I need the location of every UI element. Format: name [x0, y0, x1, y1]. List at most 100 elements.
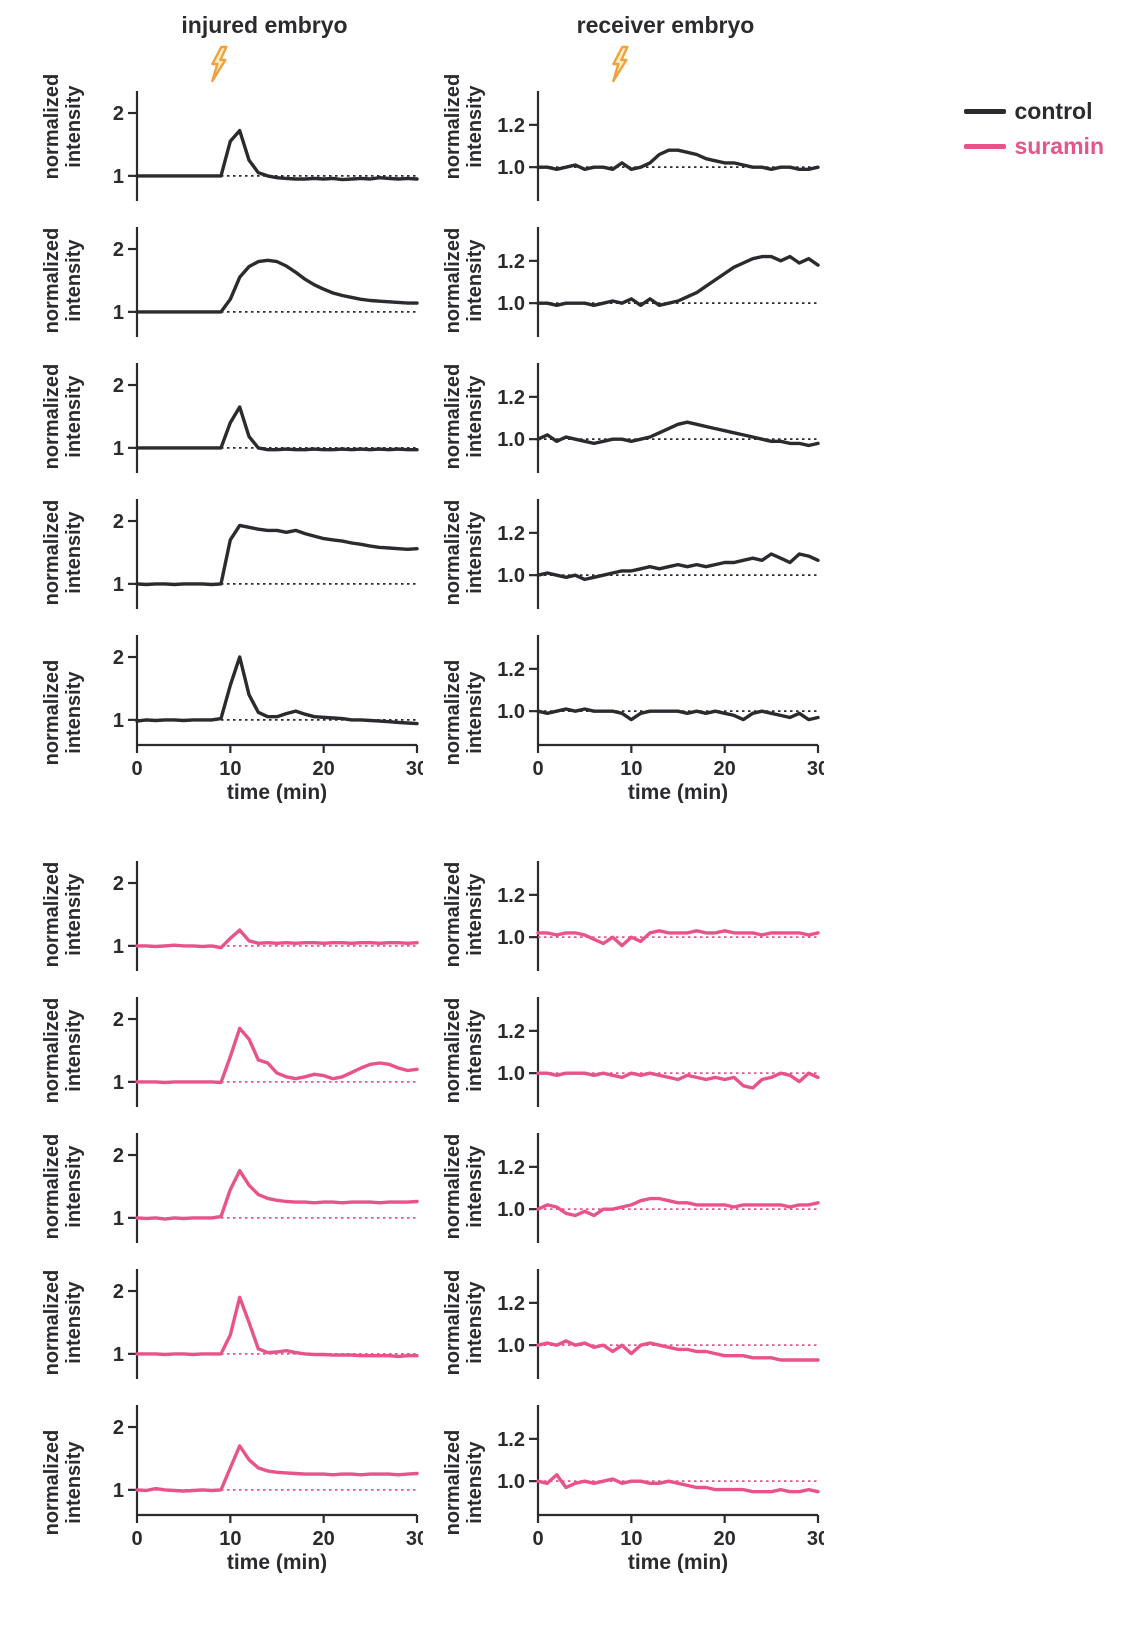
line-chart-suramin-receiver-3: 1.0 1.2: [497, 1133, 820, 1243]
x-tick-label: 30: [807, 758, 824, 780]
y-tick-label: 1.2: [497, 523, 525, 545]
y-axis-label: normalized intensity: [441, 74, 486, 180]
chart-cell-control-receiver-3: normalized intensity 1.0 1.2: [437, 351, 824, 483]
data-trace: [135, 1026, 419, 1085]
chart-cell-suramin-injured-5: normalized intensity 1 2 0 10 20 30 time (min): [36, 1393, 423, 1573]
x-tick-label: 30: [406, 758, 423, 780]
line-chart-suramin-injured-3: 12: [113, 1133, 419, 1243]
data-trace: [536, 707, 820, 722]
figure-root: injured embryo receiver embryo control s…: [36, 12, 1126, 1573]
legend-label-control: control: [1014, 98, 1093, 124]
x-axis-label: time (min): [628, 781, 728, 803]
y-axis-label: normalized intensity: [441, 1270, 486, 1376]
control-line-swatch: [963, 109, 1006, 114]
chart-cell-control-injured-4: normalized intensity 1 2: [36, 487, 423, 619]
data-trace: [135, 1169, 419, 1221]
chart-cell-suramin-receiver-4: normalized intensity 1.0 1.2: [437, 1257, 824, 1389]
data-trace: [135, 523, 419, 587]
chart-cell-suramin-injured-2: normalized intensity 1 2: [36, 985, 423, 1117]
y-tick-label: 1.0: [497, 157, 525, 179]
data-trace: [536, 1071, 820, 1090]
y-tick-label: 2: [113, 1145, 124, 1167]
data-trace: [536, 1339, 820, 1362]
y-tick-label: 1.2: [497, 659, 525, 681]
y-tick-label: 1: [113, 1480, 124, 1502]
legend-label-suramin: suramin: [1014, 133, 1104, 159]
y-tick-label: 2: [113, 647, 124, 669]
y-tick-label: 2: [113, 873, 124, 895]
data-trace: [135, 1444, 419, 1493]
y-axis-label: normalized intensity: [441, 1134, 486, 1240]
line-chart-control-receiver-1: 1.0 1.2: [497, 45, 820, 201]
lightning-bolt-icon: [211, 45, 228, 83]
chart-cell-suramin-receiver-3: normalized intensity 1.0 1.2: [437, 1121, 824, 1253]
y-axis-label: normalized intensity: [40, 862, 85, 968]
line-chart-control-receiver-2: 1.0 1.2: [497, 227, 820, 337]
x-tick-label: 10: [219, 1528, 241, 1550]
chart-cell-control-receiver-5: normalized intensity 1.0 1.2 0 10 20 30 time (mi…: [437, 623, 824, 803]
line-chart-control-receiver-3: 1.0 1.2: [497, 363, 820, 473]
line-chart-suramin-injured-4: 12: [113, 1269, 419, 1379]
data-trace: [536, 420, 820, 448]
y-tick-label: 1: [113, 302, 124, 324]
y-tick-label: 1: [113, 166, 124, 188]
line-chart-control-injured-4: 12: [113, 499, 419, 609]
y-tick-label: 1: [113, 710, 124, 732]
x-axis-label: time (min): [227, 1551, 327, 1573]
y-axis-label: normalized intensity: [441, 660, 486, 766]
x-tick-label: 10: [219, 758, 241, 780]
x-tick-label: 0: [131, 758, 142, 780]
chart-cell-control-injured-3: normalized intensity 1 2: [36, 351, 423, 483]
y-axis-label: normalized intensity: [40, 1134, 85, 1240]
x-axis-label: time (min): [628, 1551, 728, 1573]
x-tick-label: 20: [714, 1528, 736, 1550]
y-axis-label: normalized intensity: [441, 500, 486, 606]
y-tick-label: 1: [113, 1072, 124, 1094]
data-trace: [536, 1473, 820, 1494]
y-axis-label: normalized intensity: [441, 862, 486, 968]
y-tick-label: 2: [113, 375, 124, 397]
x-tick-label: 10: [620, 758, 642, 780]
data-trace: [536, 254, 820, 307]
y-axis-label: normalized intensity: [40, 1270, 85, 1376]
y-tick-label: 1.2: [497, 251, 525, 273]
y-tick-label: 1.0: [497, 1199, 525, 1221]
line-chart-suramin-receiver-1: 1.0 1.2: [497, 861, 820, 971]
y-tick-label: 2: [113, 103, 124, 125]
line-chart-suramin-receiver-4: 1.0 1.2: [497, 1269, 820, 1379]
y-tick-label: 1: [113, 1344, 124, 1366]
data-trace: [135, 655, 419, 726]
y-tick-label: 1.2: [497, 885, 525, 907]
y-axis-label: normalized intensity: [40, 364, 85, 470]
y-axis-label: normalized intensity: [441, 998, 486, 1104]
suramin-chart-group: normalized intensity 1 2 normalized intensity…: [36, 849, 1126, 1573]
x-tick-label: 20: [313, 1528, 335, 1550]
chart-cell-suramin-receiver-1: normalized intensity 1.0 1.2: [437, 849, 824, 981]
y-tick-label: 1.0: [497, 429, 525, 451]
x-tick-label: 20: [313, 758, 335, 780]
data-trace: [135, 128, 419, 182]
chart-cell-suramin-injured-4: normalized intensity 1 2: [36, 1257, 423, 1389]
chart-cell-suramin-receiver-5: normalized intensity 1.0 1.2 0 10 20 30 time (mi…: [437, 1393, 824, 1573]
x-tick-label: 30: [807, 1528, 824, 1550]
y-axis-label: normalized intensity: [441, 228, 486, 334]
data-trace: [135, 405, 419, 452]
y-axis-label: normalized intensity: [441, 364, 486, 470]
x-tick-label: 10: [620, 1528, 642, 1550]
legend-item-suramin: suramin: [963, 133, 1104, 160]
line-chart-control-receiver-5: 1.0 1.2 0 10 20 30 time (min): [497, 635, 824, 803]
chart-cell-control-injured-2: normalized intensity 1 2: [36, 215, 423, 347]
line-chart-suramin-receiver-5: 1.0 1.2 0 10 20 30 time (min): [497, 1405, 824, 1573]
line-chart-suramin-injured-2: 12: [113, 997, 419, 1107]
y-tick-label: 2: [113, 511, 124, 533]
y-tick-label: 2: [113, 1281, 124, 1303]
y-tick-label: 1: [113, 574, 124, 596]
line-chart-control-injured-2: 12: [113, 227, 419, 337]
x-tick-label: 0: [532, 758, 543, 780]
line-chart-suramin-injured-1: 12: [113, 861, 419, 971]
data-trace: [135, 258, 419, 314]
y-tick-label: 1.0: [497, 1471, 525, 1493]
y-axis-label: normalized intensity: [40, 228, 85, 334]
